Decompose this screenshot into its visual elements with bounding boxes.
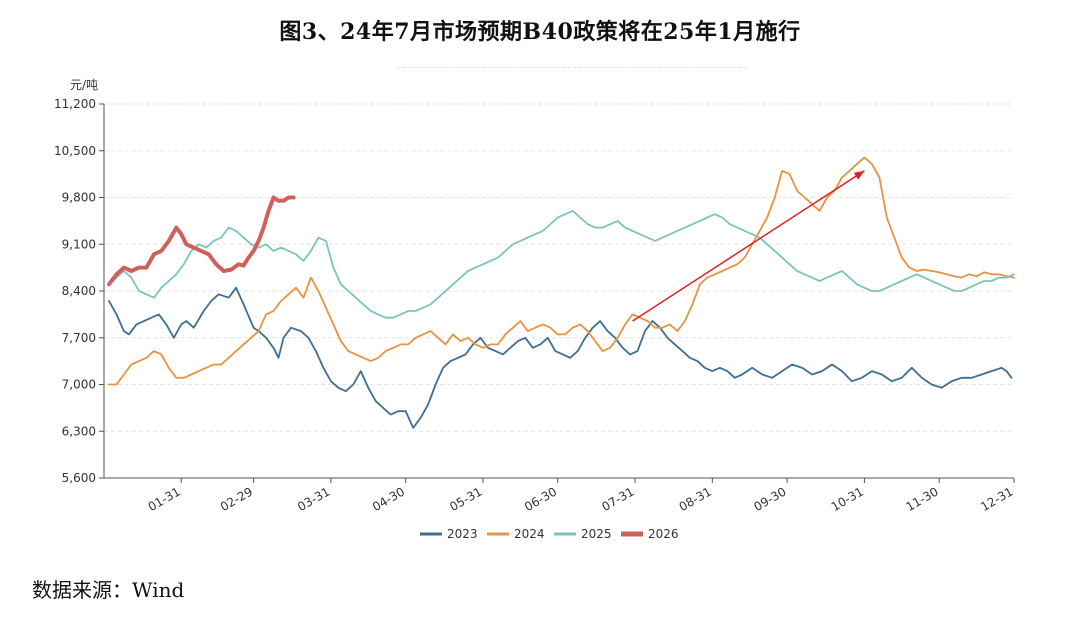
y-tick-label: 10,500 [54,144,96,158]
series-line-2024 [108,156,1015,386]
x-tick-label: 04-30 [370,484,407,514]
legend-label-2026: 2026 [648,527,679,541]
x-tick-label: 06-30 [522,484,559,514]
y-tick-label: 7,000 [62,378,96,392]
annotations [632,170,865,322]
x-tick-label: 09-30 [751,484,788,514]
x-tick-label: 01-31 [146,484,183,514]
legend-label-2025: 2025 [581,527,612,541]
y-tick-label: 11,200 [54,97,96,111]
legend: 2023 2024 2025 2026 [420,527,679,541]
x-tick-label: 07-31 [599,484,636,514]
y-tick-label: 9,800 [62,191,96,205]
legend-label-2023: 2023 [447,527,478,541]
title-divider [397,67,747,68]
legend-label-2024: 2024 [514,527,545,541]
y-tick-label: 8,400 [62,284,96,298]
x-tick-label: 03-31 [295,484,332,514]
series-line-2023 [108,286,1013,429]
y-axis-label: 元/吨 [70,78,98,92]
y-tick-label: 5,600 [62,471,96,485]
x-tick-label: 11-30 [904,484,941,514]
x-tick-label: 05-31 [447,484,484,514]
trend-arrow-head [853,170,865,180]
grid-lines [104,103,1014,432]
data-source: 数据来源：Wind [32,578,185,602]
y-axis: 5,600 6,300 7,000 7,700 8,400 9,100 9,800 10,50… [54,78,105,485]
x-tick-label: 12-31 [978,484,1015,514]
x-tick-label: 02-29 [218,484,255,514]
x-axis: 01-31 02-29 03-31 04-30 05-31 06-30 07-31 08-31… [104,477,1016,514]
chart-title: 图3、24年7月市场预期B40政策将在25年1月施行 [279,19,801,45]
series-line-2025 [108,209,1015,319]
y-tick-label: 6,300 [62,424,96,438]
y-tick-label: 9,100 [62,237,96,251]
y-tick-label: 7,700 [62,331,96,345]
x-tick-label: 10-31 [829,484,866,514]
trend-arrow-line [632,170,865,322]
series-lines [107,156,1015,429]
series-line-2026 [107,195,296,287]
x-tick-label: 08-31 [677,484,714,514]
